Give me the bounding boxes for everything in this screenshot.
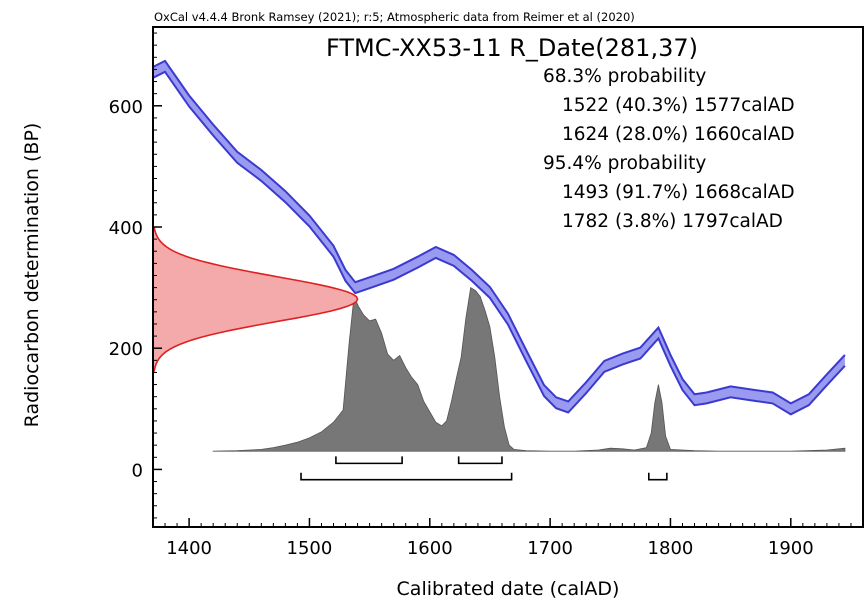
y-axis-label: Radiocarbon determination (BP) — [21, 123, 43, 428]
calibration-curve-lower — [153, 70, 846, 416]
summary-line: 68.3% probability — [543, 66, 706, 87]
summary-line: 1782 (3.8%) 1797calAD — [562, 211, 783, 232]
x-tick-label: 1600 — [407, 538, 453, 559]
range-bracket-68 — [457, 456, 503, 465]
x-tick-label: 1700 — [527, 538, 573, 559]
y-tick-label: 400 — [109, 218, 143, 239]
summary-line: 1493 (91.7%) 1668calAD — [562, 182, 795, 203]
x-tick-label: 1800 — [648, 538, 694, 559]
probability-summary: 68.3% probability 1522 (40.3%) 1577calAD… — [543, 66, 795, 232]
range-bracket-95 — [647, 472, 668, 481]
calibration-curve-upper — [153, 59, 846, 405]
x-tick-label: 1500 — [287, 538, 333, 559]
y-tick-label: 600 — [109, 97, 143, 118]
range-bracket-95 — [300, 472, 513, 481]
posterior-distribution — [212, 286, 846, 452]
summary-line: 95.4% probability — [543, 153, 706, 174]
x-axis-label: Calibrated date (calAD) — [397, 578, 620, 600]
summary-line: 1624 (28.0%) 1660calAD — [562, 124, 795, 145]
chart-title: FTMC-XX53-11 R_Date(281,37) — [326, 34, 698, 62]
header-text: OxCal v4.4.4 Bronk Ramsey (2021); r:5; A… — [154, 10, 635, 24]
range-bracket-68 — [335, 456, 403, 465]
x-tick-label: 1900 — [768, 538, 814, 559]
y-tick-label: 200 — [109, 339, 143, 360]
plot-frame — [152, 26, 864, 528]
measurement-distribution — [153, 226, 359, 372]
y-tick-label: 0 — [132, 460, 143, 481]
x-tick-label: 1400 — [166, 538, 212, 559]
summary-line: 1522 (40.3%) 1577calAD — [562, 95, 795, 116]
